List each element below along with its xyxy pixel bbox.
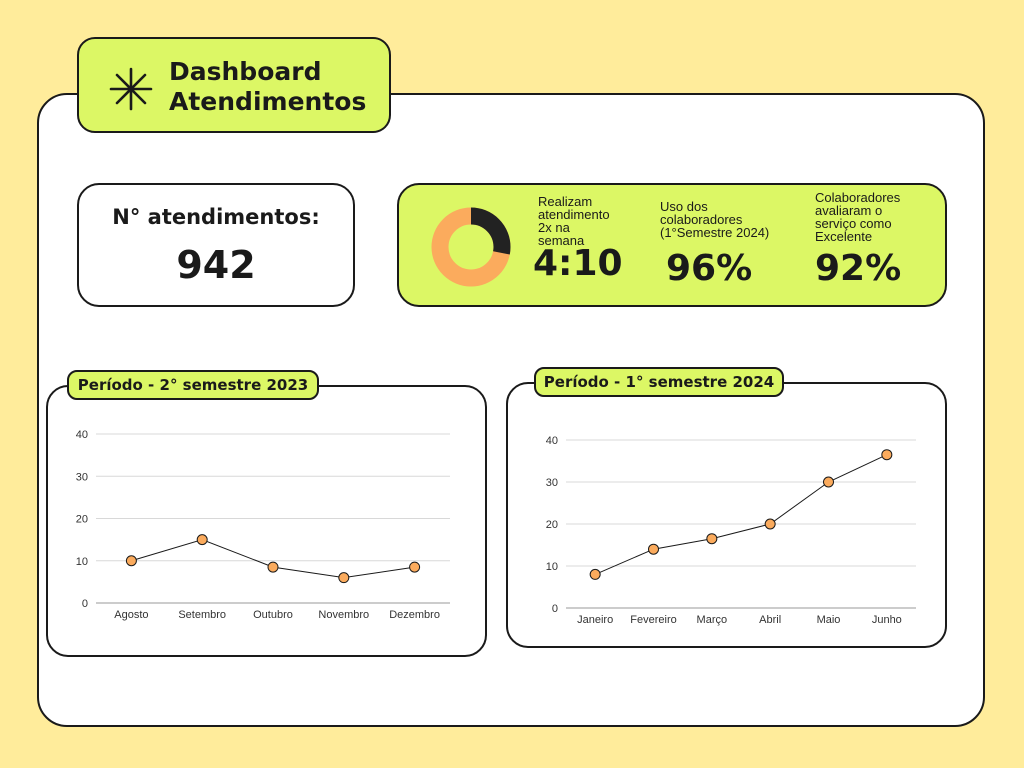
asterisk-icon	[109, 67, 153, 111]
x-tick-label: Novembro	[318, 609, 369, 621]
y-tick-label: 0	[82, 598, 88, 610]
x-tick-label: Março	[697, 614, 728, 626]
x-tick-label: Setembro	[178, 609, 226, 621]
y-tick-label: 30	[546, 477, 558, 489]
y-tick-label: 20	[76, 514, 88, 526]
line-chart-2024: 0 10 20 30 40 Janeiro Fevereiro Março Abril Maio J…	[546, 435, 916, 626]
weekly-kpi-value: 4:10	[533, 243, 623, 284]
data-point	[589, 568, 601, 580]
y-tick-label: 10	[546, 561, 558, 573]
y-tick-label: 20	[546, 519, 558, 531]
chart-card-2024: 0 10 20 30 40 Janeiro Fevereiro Março Abril Maio J…	[506, 382, 947, 648]
usage-kpi-value: 96%	[666, 248, 753, 289]
weekly-kpi-label-line-2: atendimento	[538, 207, 610, 222]
attendance-count-value: 942	[176, 243, 256, 287]
rating-kpi-label-line-2: avaliaram o	[815, 203, 883, 218]
y-tick-label: 0	[552, 603, 558, 615]
chart-title-2024: Período - 1° semestre 2024	[534, 367, 784, 397]
x-tick-label: Fevereiro	[630, 614, 676, 626]
data-point	[409, 561, 421, 573]
data-point	[196, 534, 208, 546]
donut-chart	[431, 207, 511, 287]
page-title: Dashboard Atendimentos	[169, 57, 366, 117]
page-title-line-2: Atendimentos	[169, 87, 367, 116]
x-tick-label: Agosto	[114, 609, 148, 621]
data-point	[267, 561, 279, 573]
y-tick-label: 10	[76, 556, 88, 568]
x-tick-label: Junho	[872, 614, 902, 626]
data-point	[648, 543, 659, 555]
rating-kpi-label-line-1: Colaboradores	[815, 190, 901, 205]
x-tick-label: Maio	[817, 614, 841, 626]
data-point	[881, 449, 893, 461]
usage-kpi-label-line-3: (1°Semestre 2024)	[660, 225, 770, 240]
data-point	[764, 518, 776, 530]
weekly-kpi-label-line-3: 2x na	[538, 220, 570, 235]
donut-filled-segment	[431, 207, 511, 287]
usage-kpi-label-line-2: colaboradores	[660, 212, 743, 227]
page-title-line-1: Dashboard	[169, 57, 322, 86]
rating-kpi-label: Colaboradores avaliaram o serviço como E…	[815, 191, 900, 243]
attendance-count-label: N° atendimentos:	[112, 205, 320, 229]
y-tick-label: 40	[546, 435, 558, 447]
x-tick-label: Abril	[759, 614, 781, 626]
dashboard-title-box: Dashboard Atendimentos	[77, 37, 391, 133]
attendance-count-card: N° atendimentos: 942	[77, 183, 355, 307]
data-point	[823, 476, 834, 488]
kpi-card: Realizam atendimento 2x na semana 4:10 U…	[397, 183, 947, 307]
y-tick-label: 40	[76, 429, 88, 441]
weekly-kpi-label: Realizam atendimento 2x na semana	[538, 195, 610, 247]
x-tick-label: Outubro	[253, 609, 293, 621]
x-tick-label: Janeiro	[577, 614, 613, 626]
weekly-kpi-label-line-4: semana	[538, 233, 585, 248]
rating-kpi-label-line-4: Excelente	[815, 229, 873, 244]
series-line	[594, 454, 888, 575]
line-chart-2023: 0 10 20 30 40 Agosto Setembro Outubro Novembro De…	[76, 429, 450, 621]
data-point	[125, 555, 137, 567]
chart-card-2023: 0 10 20 30 40 Agosto Setembro Outubro Novembro De…	[46, 385, 487, 657]
y-tick-label: 30	[76, 471, 88, 483]
data-point	[338, 572, 350, 584]
usage-kpi-label-line-1: Uso dos	[660, 199, 708, 214]
data-point	[706, 533, 718, 545]
chart-title-2023: Período - 2° semestre 2023	[67, 370, 319, 400]
rating-kpi-label-line-3: serviço como	[815, 216, 892, 231]
usage-kpi-label: Uso dos colaboradores (1°Semestre 2024)	[660, 200, 769, 239]
x-tick-label: Dezembro	[389, 609, 440, 621]
rating-kpi-value: 92%	[815, 248, 902, 289]
weekly-kpi-label-line-1: Realizam	[538, 194, 593, 209]
